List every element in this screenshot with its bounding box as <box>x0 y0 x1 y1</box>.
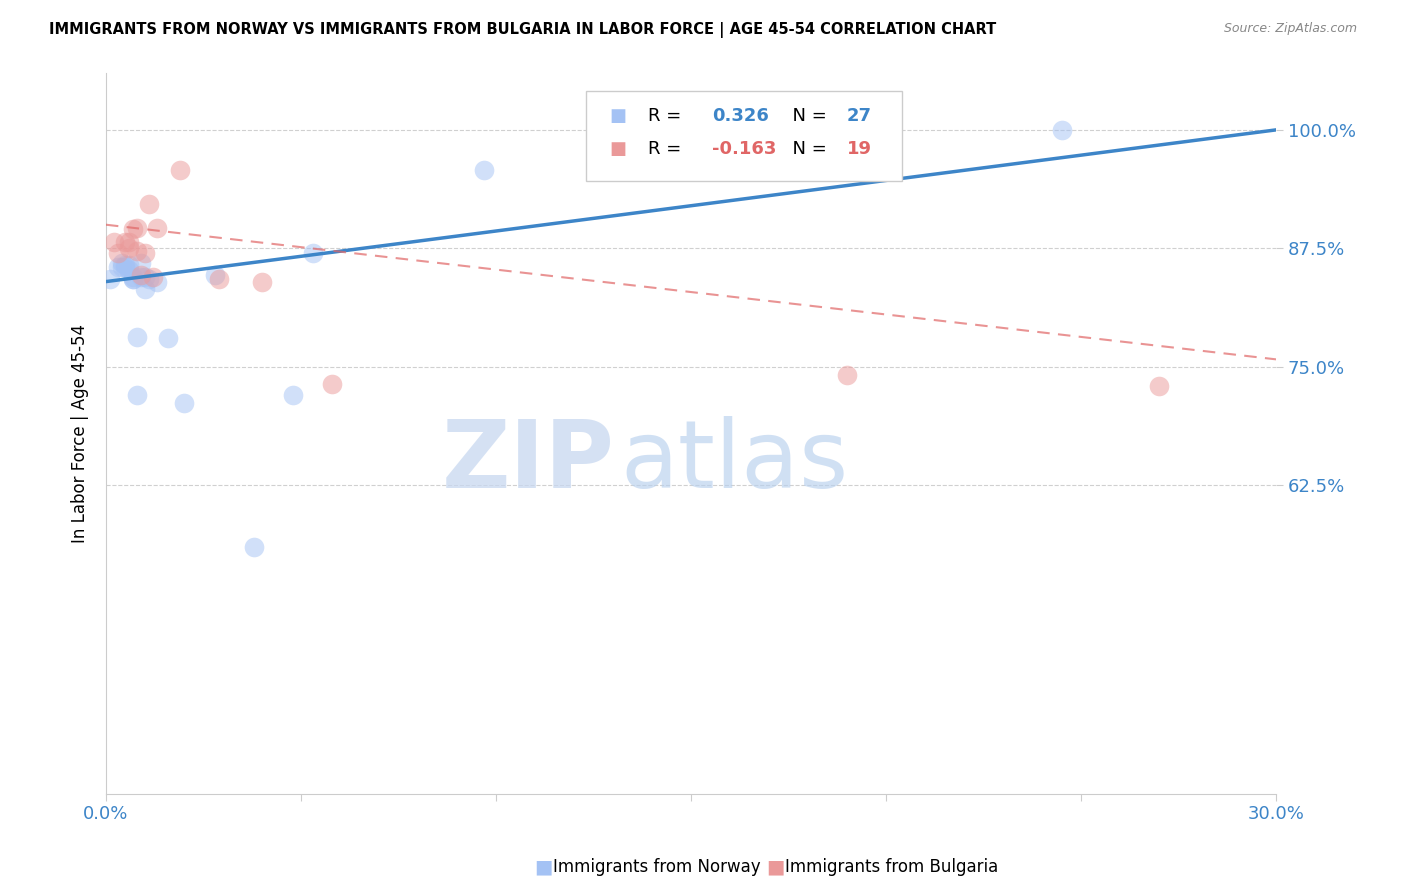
Text: atlas: atlas <box>621 417 849 508</box>
Point <box>134 282 156 296</box>
FancyBboxPatch shape <box>586 91 901 181</box>
Point <box>157 331 180 345</box>
Point <box>114 258 136 272</box>
Text: R =: R = <box>648 140 686 158</box>
Text: -0.163: -0.163 <box>711 140 776 158</box>
Point <box>122 222 145 236</box>
Point <box>204 268 226 282</box>
Text: ■: ■ <box>766 857 785 877</box>
Point <box>122 269 145 284</box>
Point <box>107 246 129 260</box>
Point <box>127 329 149 343</box>
Point <box>145 220 167 235</box>
Point <box>142 269 165 284</box>
Point <box>103 235 125 249</box>
Point <box>118 241 141 255</box>
Point <box>98 272 121 286</box>
Point <box>118 235 141 249</box>
Point <box>472 162 495 177</box>
Point <box>122 272 145 286</box>
Point <box>107 260 129 275</box>
Text: ■: ■ <box>609 107 626 125</box>
Point <box>110 255 132 269</box>
Point <box>114 260 136 275</box>
Point <box>173 396 195 410</box>
Point <box>138 197 160 211</box>
Text: IMMIGRANTS FROM NORWAY VS IMMIGRANTS FROM BULGARIA IN LABOR FORCE | AGE 45-54 CO: IMMIGRANTS FROM NORWAY VS IMMIGRANTS FRO… <box>49 22 997 38</box>
Point <box>1050 123 1073 137</box>
Point <box>243 540 266 554</box>
Text: 19: 19 <box>846 140 872 158</box>
Text: 0.326: 0.326 <box>711 107 769 125</box>
Text: ■: ■ <box>534 857 553 877</box>
Text: Source: ZipAtlas.com: Source: ZipAtlas.com <box>1223 22 1357 36</box>
Point <box>127 244 149 259</box>
Point <box>127 388 149 402</box>
Point <box>129 269 152 284</box>
Text: R =: R = <box>648 107 686 125</box>
Point <box>118 259 141 273</box>
Text: 27: 27 <box>846 107 872 125</box>
Point <box>127 220 149 235</box>
Point <box>114 235 136 249</box>
Point <box>250 275 273 289</box>
Point <box>301 246 323 260</box>
Point <box>129 268 152 282</box>
Point <box>118 263 141 277</box>
Text: ■: ■ <box>609 140 626 158</box>
Point <box>1147 379 1170 393</box>
Text: Immigrants from Norway: Immigrants from Norway <box>553 858 761 876</box>
Y-axis label: In Labor Force | Age 45-54: In Labor Force | Age 45-54 <box>72 324 89 543</box>
Point <box>835 368 858 382</box>
Point <box>110 260 132 275</box>
Point <box>122 272 145 286</box>
Point <box>145 275 167 289</box>
Point <box>208 272 231 286</box>
Point <box>281 388 304 402</box>
Point <box>321 377 343 392</box>
Point <box>134 246 156 260</box>
Text: N =: N = <box>782 107 832 125</box>
Point <box>129 255 152 269</box>
Point <box>169 162 191 177</box>
Point <box>134 269 156 284</box>
Text: ZIP: ZIP <box>441 417 614 508</box>
Point <box>138 272 160 286</box>
Text: N =: N = <box>782 140 832 158</box>
Text: Immigrants from Bulgaria: Immigrants from Bulgaria <box>785 858 998 876</box>
